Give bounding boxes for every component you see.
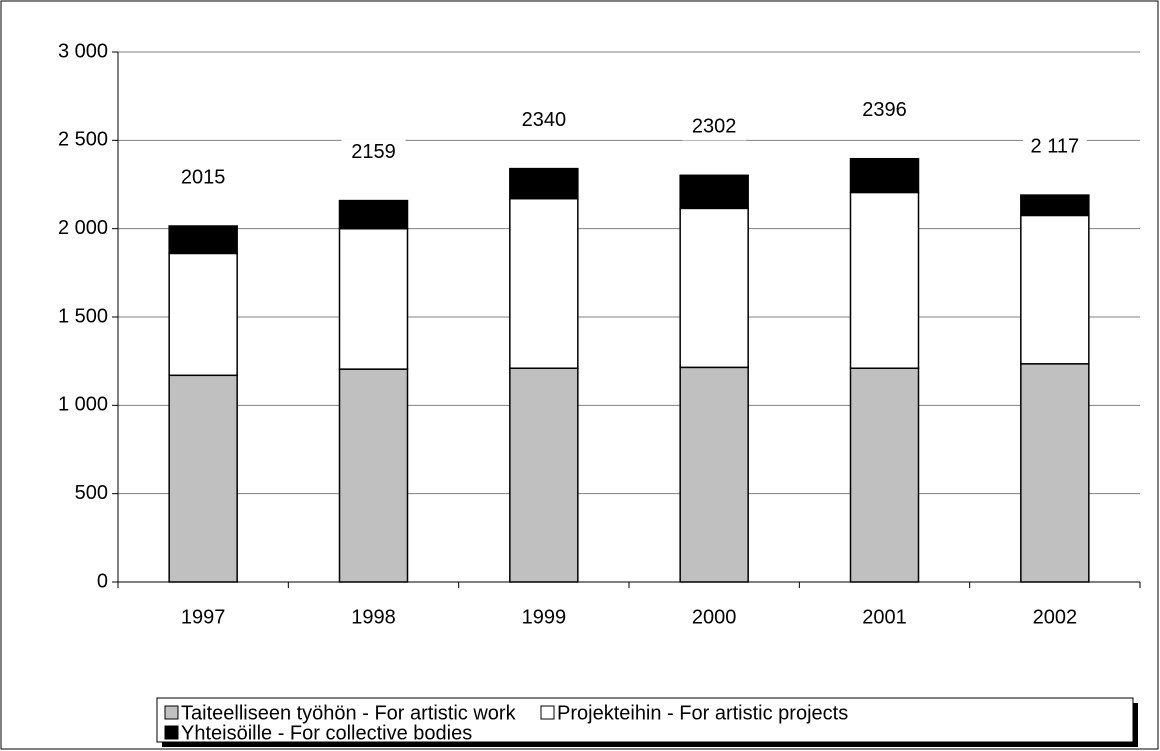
y-tick-label: 3 000 bbox=[58, 40, 108, 62]
y-tick-label: 1 500 bbox=[58, 305, 108, 327]
y-tick-label: 1 000 bbox=[58, 394, 108, 416]
bar-segment bbox=[338, 199, 409, 230]
legend-swatch bbox=[540, 705, 555, 720]
total-label: 2302 bbox=[692, 116, 737, 138]
bar-segment bbox=[168, 374, 238, 583]
total-label-bg bbox=[682, 114, 747, 141]
bar-segment bbox=[1020, 194, 1090, 217]
bar-segment bbox=[679, 366, 749, 583]
bar-segment bbox=[338, 368, 409, 583]
total-label-bg bbox=[852, 97, 917, 124]
bar-segment bbox=[509, 167, 579, 200]
x-tick-label: 1998 bbox=[351, 606, 396, 628]
y-tick-label: 500 bbox=[75, 482, 108, 504]
x-tick-label: 1999 bbox=[522, 606, 567, 628]
legend-swatch bbox=[164, 705, 179, 720]
bar-segment bbox=[1020, 214, 1090, 365]
total-label: 2340 bbox=[522, 109, 567, 131]
bar-segment bbox=[679, 174, 749, 210]
total-label-bg bbox=[1022, 134, 1087, 161]
total-label-bg bbox=[341, 139, 406, 166]
total-label: 2396 bbox=[862, 99, 907, 121]
bar-segment bbox=[168, 252, 238, 377]
x-tick-label: 1997 bbox=[181, 606, 226, 628]
y-tick-label: 0 bbox=[97, 570, 108, 592]
bar-segment bbox=[1020, 363, 1090, 583]
total-label-bg bbox=[511, 107, 576, 134]
total-label: 2015 bbox=[181, 166, 226, 188]
bar-segment bbox=[849, 191, 920, 369]
bar-segment bbox=[679, 207, 749, 369]
x-tick-label: 2000 bbox=[692, 606, 737, 628]
bar-segment bbox=[338, 227, 409, 370]
total-label-bg bbox=[171, 165, 236, 192]
legend-box bbox=[156, 697, 1134, 743]
x-tick-label: 2001 bbox=[862, 606, 907, 628]
bar-segment bbox=[168, 225, 238, 255]
legend-label: Projekteihin - For artistic projects bbox=[557, 702, 848, 724]
total-label: 2 117 bbox=[1031, 135, 1080, 157]
y-tick-label: 2 000 bbox=[58, 217, 108, 239]
bar-segment bbox=[849, 157, 920, 194]
bar-segment bbox=[849, 367, 920, 583]
legend-label: Yhteisöille - For collective bodies bbox=[181, 722, 472, 744]
bar-segment bbox=[509, 197, 579, 369]
x-tick-label: 2002 bbox=[1033, 606, 1078, 628]
y-tick-label: 2 500 bbox=[58, 129, 108, 151]
bar-segment bbox=[509, 367, 579, 583]
legend-label: Taiteelliseen työhön - For artistic work bbox=[181, 702, 517, 724]
total-label: 2159 bbox=[351, 141, 396, 163]
legend-swatch bbox=[164, 725, 179, 740]
